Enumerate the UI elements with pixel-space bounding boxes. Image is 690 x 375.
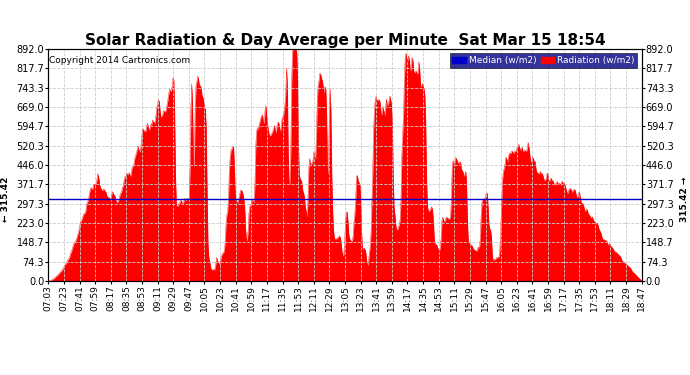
Text: Copyright 2014 Cartronics.com: Copyright 2014 Cartronics.com xyxy=(49,56,190,65)
Text: 315.42 →: 315.42 → xyxy=(680,176,689,222)
Legend: Median (w/m2), Radiation (w/m2): Median (w/m2), Radiation (w/m2) xyxy=(450,53,637,68)
Title: Solar Radiation & Day Average per Minute  Sat Mar 15 18:54: Solar Radiation & Day Average per Minute… xyxy=(85,33,605,48)
Text: ← 315.42: ← 315.42 xyxy=(1,176,10,222)
